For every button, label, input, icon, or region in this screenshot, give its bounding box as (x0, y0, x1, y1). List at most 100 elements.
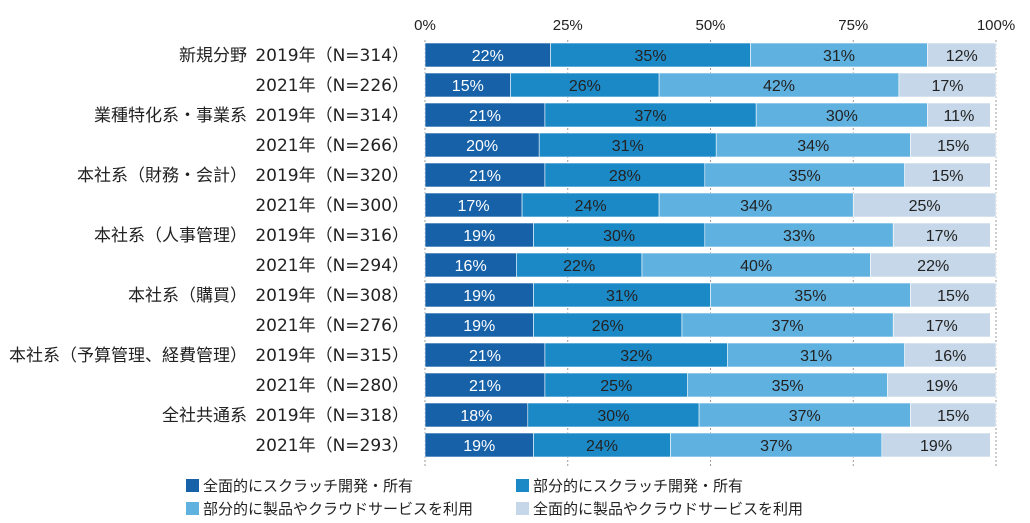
data-label: 35% (789, 168, 821, 185)
data-label: 25% (909, 198, 941, 215)
data-label: 15% (937, 288, 969, 305)
bar-segment (510, 72, 660, 98)
bar-segment (424, 72, 511, 98)
bar-segment (424, 102, 546, 128)
group-label: 新規分野 (179, 46, 247, 66)
data-label: 37% (760, 438, 792, 455)
data-label: 42% (763, 78, 795, 95)
bar-segment (910, 282, 997, 308)
legend-swatch-full-cloud (516, 502, 529, 515)
bar-segment (892, 312, 991, 338)
bar-segment (544, 162, 706, 188)
data-label: 30% (826, 108, 858, 125)
bar-segment (704, 222, 894, 248)
data-label: 25% (600, 378, 632, 395)
row-label: 2021年（N=294） (255, 256, 409, 276)
data-label: 21% (469, 348, 501, 365)
bar-segment (910, 132, 997, 158)
data-label: 26% (569, 78, 601, 95)
group-label: 全社共通系 (162, 406, 247, 426)
row-label: 2019年（N=308） (255, 286, 409, 306)
bar-segment (904, 162, 991, 188)
data-label: 19% (463, 288, 495, 305)
data-label: 19% (463, 318, 495, 335)
bar-segment (641, 252, 871, 278)
data-label: 28% (609, 168, 641, 185)
bar-segment (533, 282, 711, 308)
row-label: 2021年（N=226） (255, 76, 409, 96)
data-label: 16% (934, 348, 966, 365)
group-label: 本社系（人事管理） (94, 226, 247, 246)
data-label: 40% (740, 258, 772, 275)
bar-segment (533, 432, 671, 458)
data-label: 17% (931, 78, 963, 95)
bar-segment (927, 102, 991, 128)
data-label: 24% (586, 438, 618, 455)
data-label: 15% (937, 408, 969, 425)
bar-segment (670, 432, 883, 458)
data-label: 22% (472, 48, 504, 65)
data-label: 26% (592, 318, 624, 335)
row-label: 2019年（N=318） (255, 406, 409, 426)
bar-segment (710, 282, 911, 308)
data-label: 15% (937, 138, 969, 155)
bar-segment (424, 282, 534, 308)
legend-item-full-cloud: 全面的に製品やクラウドサービスを利用 (516, 498, 803, 519)
data-label: 35% (635, 48, 667, 65)
data-label: 32% (620, 348, 652, 365)
row-label: 2019年（N=314） (255, 106, 409, 126)
bar-segment (516, 252, 643, 278)
x-tick-label: 50% (695, 17, 725, 34)
row-label: 2019年（N=315） (255, 346, 409, 366)
bar-segment (904, 342, 997, 368)
bar-segment (892, 222, 991, 248)
row-label: 2021年（N=300） (255, 196, 409, 216)
bar-segment (910, 402, 997, 428)
data-label: 21% (469, 168, 501, 185)
bar-segment (424, 432, 534, 458)
data-label: 21% (469, 378, 501, 395)
bar-segment (424, 342, 546, 368)
bar-segment (704, 162, 905, 188)
row-label: 2019年（N=320） (255, 166, 409, 186)
bar-segment (870, 252, 997, 278)
legend-swatch-full-scratch (186, 479, 199, 492)
data-label: 35% (794, 288, 826, 305)
legend-item-full-scratch: 全面的にスクラッチ開発・所有 (186, 475, 413, 496)
data-label: 37% (789, 408, 821, 425)
bar-segment (424, 312, 534, 338)
data-label: 34% (797, 138, 829, 155)
bar-segment (898, 72, 997, 98)
data-label: 17% (926, 318, 958, 335)
bar-segment (424, 252, 517, 278)
data-label: 34% (740, 198, 772, 215)
data-label: 17% (458, 198, 490, 215)
group-label: 本社系（予算管理、経費管理） (9, 346, 247, 366)
data-label: 22% (563, 258, 595, 275)
bar-segment (538, 132, 717, 158)
x-tick-label: 0% (414, 17, 436, 34)
data-label: 12% (946, 48, 978, 65)
bar-segment (424, 222, 534, 248)
bar-segment (658, 72, 900, 98)
row-label: 2021年（N=293） (255, 436, 409, 456)
x-tick-label: 100% (977, 17, 1015, 34)
data-label: 24% (575, 198, 607, 215)
bar-segment (544, 372, 688, 398)
row-label: 2021年（N=276） (255, 316, 409, 336)
legend-label-full-cloud: 全面的に製品やクラウドサービスを利用 (533, 500, 804, 518)
bar-segment (521, 192, 660, 218)
bar-segment (727, 342, 905, 368)
bar-segment (424, 132, 540, 158)
row-label: 2019年（N=316） (255, 226, 409, 246)
data-label: 19% (463, 438, 495, 455)
data-label: 33% (783, 228, 815, 245)
data-label: 31% (800, 348, 832, 365)
data-label: 20% (466, 138, 498, 155)
data-label: 30% (597, 408, 629, 425)
x-tick-label: 25% (553, 17, 583, 34)
data-label: 15% (452, 78, 484, 95)
group-label: 業種特化系・事業系 (94, 106, 247, 126)
bar-segment (698, 402, 911, 428)
data-label: 18% (460, 408, 492, 425)
